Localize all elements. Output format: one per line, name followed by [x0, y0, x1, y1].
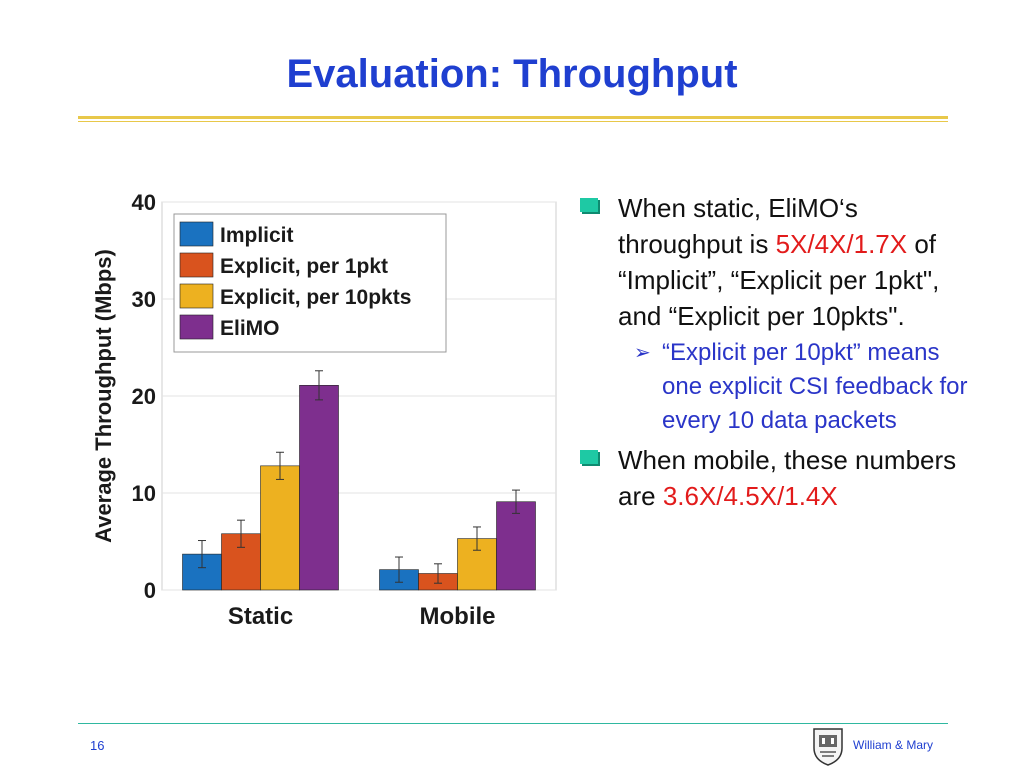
x-tick-label-mobile: Mobile [420, 603, 496, 630]
bullet-static-ratio: 5X/4X/1.7X [775, 229, 908, 259]
x-tick-label-static: Static [228, 603, 293, 630]
legend-label: Explicit, per 1pkt [220, 255, 388, 278]
bar-static-3 [299, 385, 339, 591]
y-tick-label: 0 [144, 578, 156, 603]
university-seal-icon [813, 728, 843, 766]
bar-static-2 [260, 465, 300, 591]
bullet-square-icon [580, 198, 598, 212]
bullet-mobile: When mobile, these numbers are 3.6X/4.5X… [578, 442, 968, 514]
legend-swatch [179, 252, 214, 278]
y-axis-label: Average Throughput (Mbps) [91, 249, 116, 543]
bar-mobile-3 [496, 501, 536, 591]
bullet-static-text-end: of “Implicit”, “Explicit per 1pkt", and … [618, 229, 940, 331]
legend-swatch [179, 221, 214, 247]
y-tick-label: 20 [132, 384, 156, 409]
sub-bullet: ➢ “Explicit per 10pkt” means one explici… [578, 336, 968, 438]
sub-bullet-text: “Explicit per 10pkt” means one explicit … [662, 339, 968, 434]
legend-label: EliMO [220, 317, 280, 340]
page-number: 16 [90, 738, 105, 753]
legend-box [173, 213, 447, 353]
title-underline [78, 116, 948, 119]
bullet-static-text: When static, EliMO‘s throughput is [618, 193, 858, 259]
arrow-bullet-icon: ➢ [634, 342, 651, 364]
bullet-list: When static, EliMO‘s throughput is 5X/4X… [578, 190, 968, 514]
bullet-mobile-ratio: 3.6X/4.5X/1.4X [662, 481, 838, 511]
bullet-square-icon [580, 450, 598, 464]
legend-swatch [179, 283, 214, 309]
y-tick-label: 10 [132, 481, 156, 506]
bullet-mobile-text: When mobile, these numbers are [618, 445, 957, 511]
legend-swatch [179, 314, 214, 340]
legend-label: Implicit [220, 224, 294, 247]
bar-static-0 [182, 553, 222, 591]
slide-title: Evaluation: Throughput [286, 52, 738, 96]
y-tick-label: 30 [132, 287, 156, 312]
footer-divider [78, 723, 948, 724]
y-tick-label: 40 [132, 190, 156, 215]
title-underline-thin [78, 121, 948, 122]
institution-name: William & Mary [853, 738, 933, 752]
throughput-bar-chart: 0 10 20 30 40 Average Throughput (Mbps) Static… [91, 190, 557, 630]
bullet-static: When static, EliMO‘s throughput is 5X/4X… [578, 190, 968, 334]
legend-label: Explicit, per 10pkts [220, 286, 411, 309]
